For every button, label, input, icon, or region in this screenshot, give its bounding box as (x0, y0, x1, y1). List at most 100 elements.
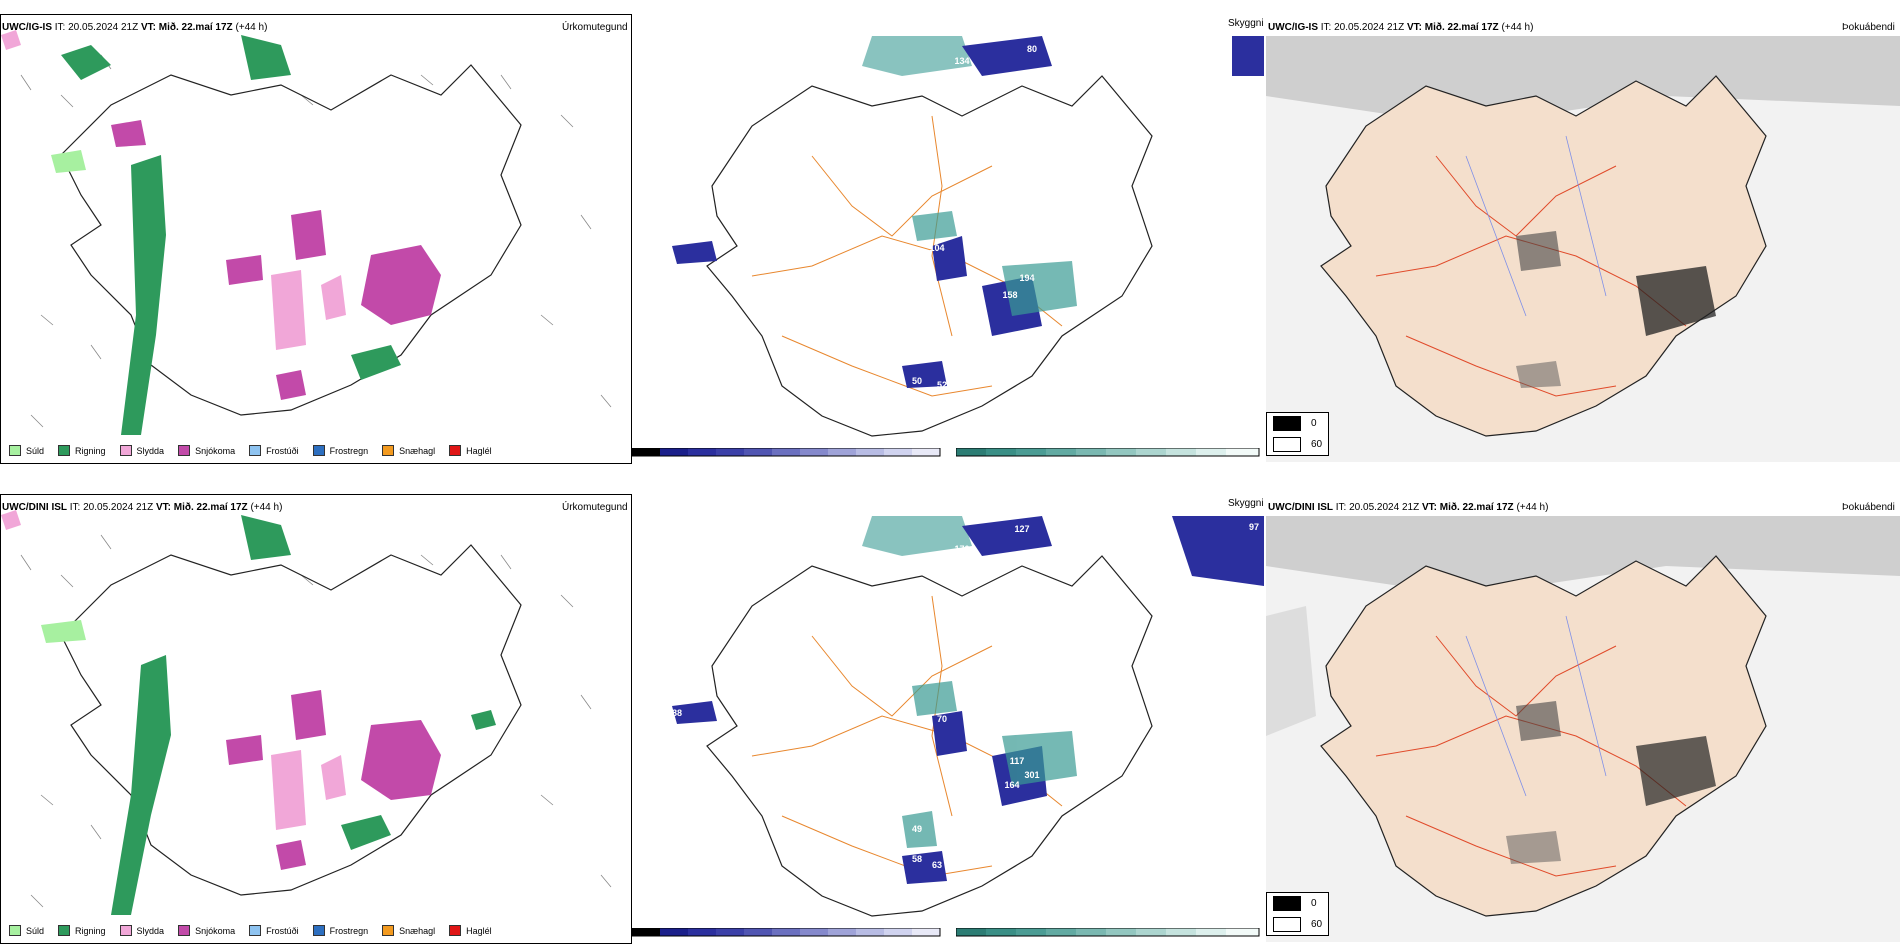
cloud-number-label: 117 (1010, 756, 1025, 766)
ceiling-scale-bar (632, 928, 941, 937)
rain-areas (111, 515, 496, 915)
legend-item: Frostúði (249, 925, 299, 936)
model-name: UWC/DINI ISL (1268, 502, 1333, 513)
precip-legend: Súld Rigning Slydda Snjókoma Frostúði Fr… (9, 925, 492, 936)
fog-indicator-map (1266, 36, 1900, 462)
cloud-number-label: 104 (929, 243, 944, 253)
lead-time: (+44 h) (250, 502, 283, 513)
legend-swatch (58, 445, 71, 456)
legend-label: Súld (26, 445, 45, 456)
fog-swatch-white (1273, 917, 1301, 932)
legend-label: Súld (26, 925, 45, 936)
legend-item: Slydda (119, 925, 164, 936)
visibility-scale: km 1 2 3 4 5 6 7 8 9 10 (956, 448, 1261, 462)
fog-swatch-black (1273, 416, 1301, 431)
legend-label: Rigning (75, 445, 106, 456)
legend-swatch (9, 445, 21, 456)
cloud-number-label: 58 (912, 854, 922, 864)
cloud-number-label: 37 (1002, 718, 1012, 728)
model-name: UWC/IG-IS (2, 22, 52, 33)
cloud-number-label: 170 (954, 544, 969, 554)
cloud-number-label: 194 (1019, 273, 1034, 283)
cloud-number-label: 70 (937, 714, 947, 724)
it-label: IT: (1335, 502, 1347, 513)
legend-label: Frostúði (266, 925, 299, 936)
fog-value: 0 (1311, 418, 1317, 429)
cloud-map-svg (632, 516, 1264, 942)
legend-label: Haglél (466, 445, 492, 456)
it-value: 20.05.2024 21Z (83, 502, 154, 513)
legend-item: Rigning (58, 925, 106, 936)
row2: Súld Rigning Slydda Snjókoma Frostúði Fr… (0, 494, 1900, 950)
fog-map-svg (1266, 36, 1900, 462)
precip-legend: Súld Rigning Slydda Snjókoma Frostúði Fr… (9, 445, 492, 456)
it-value: 20.05.2024 21Z (1334, 22, 1405, 33)
cloud-number-label: 49 (912, 824, 922, 834)
precip-map-svg (1, 15, 631, 463)
cloud-number-label: 180 (994, 233, 1009, 243)
lead-time: (+44 h) (235, 22, 268, 33)
iceland-outline (706, 75, 1153, 437)
drizzle-areas (41, 620, 86, 643)
row1: Súld Rigning Slydda Snjókoma Frostúði Fr… (0, 14, 1900, 474)
ceiling-scale-bar (632, 448, 941, 457)
it-label: IT: (1320, 22, 1332, 33)
cloud-number-label: 50 (912, 376, 922, 386)
model-name: UWC/DINI ISL (2, 502, 67, 513)
rain-areas (61, 35, 401, 435)
cloud-number-label: 127 (1014, 524, 1029, 534)
visibility-scale: km 1 2 3 4 5 6 7 8 9 10 (956, 928, 1261, 942)
fog-header: UWC/IG-IS IT: 20.05.2024 21Z VT: Mið. 22… (1268, 22, 1533, 33)
it-value: 20.05.2024 21Z (68, 22, 139, 33)
legend-swatch (178, 925, 191, 936)
it-label: IT: (69, 502, 81, 513)
precip-title: Úrkomutegund (562, 22, 628, 33)
legend-item: Snjókoma (178, 925, 235, 936)
cloud-map-svg (632, 36, 1264, 462)
legend-label: Slydda (136, 445, 165, 456)
ceiling-scale: m 0 200 400 600 800 1000 (632, 928, 942, 942)
sleet-areas (271, 750, 346, 830)
vt-label: VT: (1406, 22, 1422, 33)
sleet-areas (271, 270, 346, 350)
iceland-outline (60, 64, 522, 416)
legend-swatch (9, 925, 21, 936)
cloud-visibility-map: m 0 200 400 600 800 1000 km 1 2 3 4 5 6 … (632, 36, 1264, 462)
cloud-number-label: 172 (674, 148, 689, 158)
cloud-number-label: 158 (1002, 290, 1017, 300)
legend-item: Frostregn (312, 925, 368, 936)
legend-label: Frostregn (329, 445, 369, 456)
legend-item: Frostúði (249, 445, 299, 456)
fog-value: 60 (1311, 439, 1323, 450)
legend-item: Snjókoma (178, 445, 235, 456)
legend-label: Haglél (466, 925, 492, 936)
precip-type-map: Súld Rigning Slydda Snjókoma Frostúði Fr… (0, 494, 632, 944)
legend-swatch (119, 925, 132, 936)
panel-header: UWC/DINI ISL IT: 20.05.2024 21Z VT: Mið.… (2, 502, 282, 513)
vt-value: Mið. 22.maí 17Z (1439, 502, 1514, 513)
legend-label: Snjókoma (195, 925, 236, 936)
legend-item: Frostregn (312, 445, 369, 456)
vt-value: Mið. 22.maí 17Z (158, 22, 233, 33)
cloud-visibility-map: m 0 200 400 600 800 1000 km 1 2 3 4 5 6 … (632, 516, 1264, 942)
iceland-outline (706, 555, 1153, 917)
cloud-number-label: 178 (869, 246, 884, 256)
visibility-scale-bar (956, 448, 1260, 457)
legend-item: Rigning (58, 445, 106, 456)
vt-value: Mið. 22.maí 17Z (1424, 22, 1499, 33)
cloud-number-label: 102 (864, 730, 879, 740)
drizzle-areas (51, 150, 86, 173)
panel-header: UWC/IG-IS IT: 20.05.2024 21Z VT: Mið. 22… (2, 22, 267, 33)
lead-time: (+44 h) (1516, 502, 1549, 513)
cloud-number-label: 91 (1047, 36, 1057, 42)
fog-title: Þokuábendi (1842, 502, 1895, 513)
vt-label: VT: (140, 22, 156, 33)
fog-map-svg (1266, 516, 1900, 942)
legend-label: Rigning (75, 925, 106, 936)
legend-swatch (382, 445, 395, 456)
lead-time: (+44 h) (1501, 22, 1534, 33)
fog-legend: 0 60 (1266, 892, 1330, 936)
cloud-number-label: 63 (932, 860, 942, 870)
legend-swatch (249, 925, 262, 936)
precip-type-map: Súld Rigning Slydda Snjókoma Frostúði Fr… (0, 14, 632, 464)
